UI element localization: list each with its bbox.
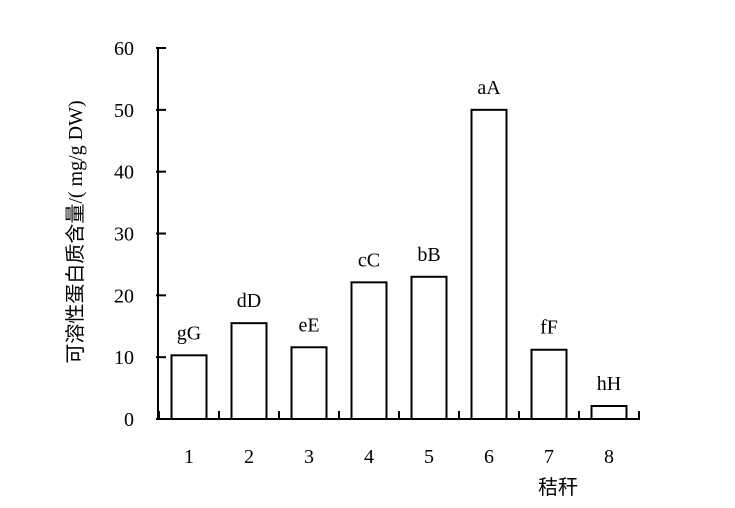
- bar-label-3: eE: [298, 314, 319, 336]
- bar-label-7: fF: [540, 317, 558, 339]
- x-tick-label-5: 5: [424, 446, 434, 468]
- y-tick-label: 60: [114, 38, 134, 60]
- x-tick-label-3: 3: [304, 446, 314, 468]
- y-tick-label: 50: [114, 100, 134, 122]
- bar-7: [530, 348, 568, 421]
- y-axis: 0 10 20 30 40 50 60: [114, 38, 166, 431]
- bar-1: [170, 354, 208, 421]
- bar-label-5: bB: [417, 244, 440, 266]
- bar-4: [350, 281, 388, 420]
- y-tick-label: 10: [114, 347, 134, 369]
- x-axis: 1 2 3 4 5 6 7 8: [158, 411, 640, 468]
- y-tick-label: 0: [124, 409, 134, 431]
- x-tick-label-6: 6: [484, 446, 494, 468]
- bar-label-1: gG: [177, 322, 201, 344]
- plot-area: gG dD eE cC bB aA fF hH: [170, 77, 628, 421]
- x-tick-label-7: 7: [544, 446, 554, 468]
- y-tick-label: 30: [114, 224, 134, 246]
- bar-label-2: dD: [237, 290, 261, 312]
- bar-8: [590, 405, 628, 421]
- x-axis-title: 秸秆: [538, 476, 578, 499]
- bar-label-6: aA: [477, 77, 501, 99]
- bar-2: [230, 322, 268, 420]
- bar-5: [410, 275, 448, 420]
- x-tick-label-1: 1: [184, 446, 194, 468]
- bar-label-4: cC: [358, 249, 380, 271]
- x-tick-label-2: 2: [244, 446, 254, 468]
- x-tick-label-4: 4: [364, 446, 374, 468]
- bar-3: [290, 346, 328, 421]
- bar-6: [470, 108, 508, 420]
- y-tick-label: 20: [114, 285, 134, 307]
- y-tick-label: 40: [114, 162, 134, 184]
- y-axis-title: 可溶性蛋白质含量/( mg/g DW): [64, 100, 87, 363]
- bar-label-8: hH: [597, 373, 621, 395]
- x-tick-label-8: 8: [604, 446, 614, 468]
